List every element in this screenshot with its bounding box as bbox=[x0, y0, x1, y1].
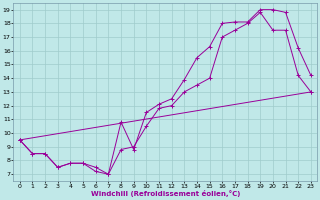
X-axis label: Windchill (Refroidissement éolien,°C): Windchill (Refroidissement éolien,°C) bbox=[91, 190, 240, 197]
